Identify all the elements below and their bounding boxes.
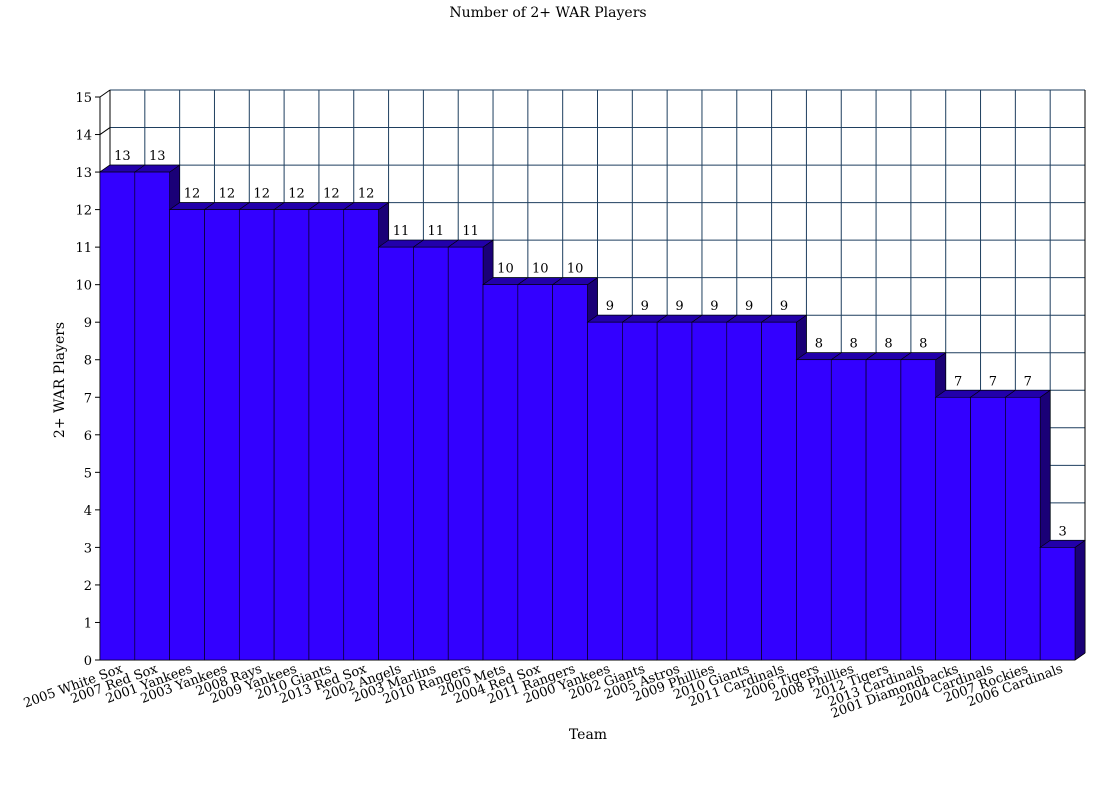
bar-front [761, 321, 797, 661]
value-labels: 13 13 12 12 12 12 12 12 11 11 11 10 10 10 9 9 9 9 9 9 8 8 8 8 7 7… [114, 149, 1067, 539]
bar-value-label: 9 [745, 299, 753, 314]
bar-front [865, 359, 902, 661]
bar-value-label: 9 [675, 299, 683, 314]
chart-title: Number of 2+ WAR Players [449, 5, 646, 21]
bar-value-label: 8 [815, 337, 823, 352]
y-axis-title: 2+ WAR Players [52, 322, 68, 438]
bar-value-label: 11 [462, 224, 479, 239]
bar-value-label: 10 [532, 262, 549, 277]
bar-front [622, 321, 658, 661]
bar-value-label: 11 [428, 224, 445, 239]
bar [551, 277, 599, 661]
bar-front [134, 171, 170, 661]
bar-front [99, 171, 136, 661]
bar-value-label: 7 [1024, 374, 1032, 389]
bar-front [656, 321, 693, 661]
y-tick-label: 3 [84, 541, 92, 556]
bar-front [726, 321, 762, 661]
bar-front [308, 209, 345, 661]
bar-side [1074, 539, 1086, 661]
bar-front [204, 209, 240, 661]
bar-value-label: 7 [954, 374, 962, 389]
bar-value-label: 13 [149, 149, 166, 164]
bar-value-label: 7 [989, 374, 997, 389]
bar-front [1005, 396, 1041, 661]
bar-front [413, 246, 449, 661]
x-axis-title: Team [569, 727, 607, 743]
bar-value-label: 12 [219, 187, 236, 202]
bar-front [1039, 547, 1076, 661]
bar-value-label: 12 [288, 187, 305, 202]
bar-front [830, 359, 867, 661]
bar-value-label: 12 [323, 187, 340, 202]
y-tick-label: 9 [84, 316, 92, 331]
bar-front [587, 321, 623, 661]
bars [99, 164, 1086, 661]
bar-front [796, 359, 832, 661]
bar-value-label: 11 [393, 224, 410, 239]
bar-front [935, 396, 971, 661]
bar-front [273, 209, 310, 661]
bar-value-label: 12 [184, 187, 201, 202]
y-tick-label: 12 [75, 204, 92, 219]
y-tick-label: 13 [75, 166, 92, 181]
bar-value-label: 13 [114, 149, 131, 164]
bar-front [447, 246, 484, 661]
bar-front [900, 359, 937, 661]
y-tick-label: 8 [84, 354, 92, 369]
bar-front [378, 246, 414, 661]
y-tick-label: 7 [84, 391, 92, 406]
y-tick-label: 11 [75, 241, 92, 256]
bar-value-label: 8 [919, 337, 927, 352]
bar-value-label: 12 [253, 187, 270, 202]
bar-value-label: 3 [1058, 524, 1066, 539]
y-tick-label: 14 [75, 129, 92, 144]
y-tick-label: 1 [84, 616, 92, 631]
y-tick-label: 10 [75, 279, 92, 294]
bar-value-label: 10 [497, 262, 514, 277]
bar-front [482, 284, 519, 661]
bar-value-label: 8 [850, 337, 858, 352]
y-tick-label: 0 [84, 654, 92, 669]
bar-value-label: 12 [358, 187, 375, 202]
y-tick-label: 4 [84, 504, 92, 519]
bar-value-label: 8 [884, 337, 892, 352]
bar-value-label: 9 [641, 299, 649, 314]
y-tick-label: 15 [75, 91, 92, 106]
bar-front [552, 284, 588, 661]
y-tick-label: 6 [84, 429, 92, 444]
bar-front [517, 284, 553, 661]
grid-line-diagonal [99, 127, 111, 135]
bar-value-label: 10 [567, 262, 584, 277]
bar-front [343, 209, 379, 661]
bar-front [238, 209, 275, 661]
bar-value-label: 9 [606, 299, 614, 314]
y-tick-label: 5 [84, 466, 92, 481]
grid-line-diagonal [99, 89, 111, 98]
bar-front [169, 209, 205, 661]
y-tick-label: 2 [84, 579, 92, 594]
bar-front [691, 321, 728, 661]
bar-front [970, 396, 1006, 661]
bar [1039, 539, 1086, 661]
bar-value-label: 9 [710, 299, 718, 314]
bar-value-label: 9 [780, 299, 788, 314]
